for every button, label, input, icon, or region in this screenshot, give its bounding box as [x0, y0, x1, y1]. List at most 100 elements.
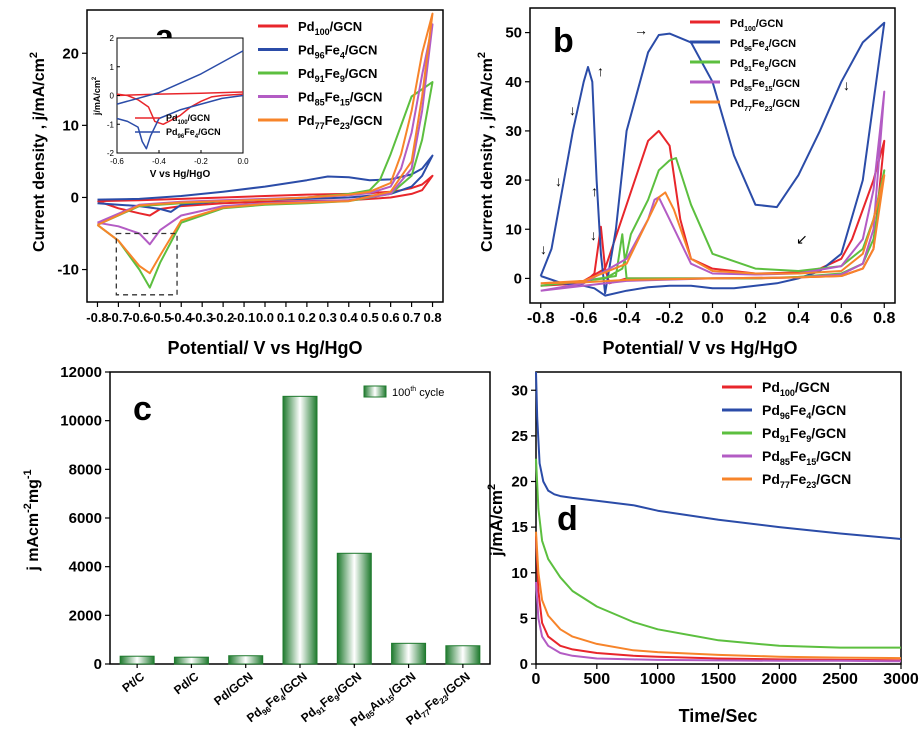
y-tick-label: 0 [514, 270, 522, 287]
label-part: 15 [765, 86, 773, 93]
inset-y-tick-label: 2 [110, 34, 115, 43]
legend-label: Pd85Fe15/GCN [298, 90, 382, 108]
zoom-region-box [115, 232, 178, 296]
label-part: 4 [340, 51, 345, 61]
inset-y-tick-label: -1 [107, 120, 115, 129]
legend-label: Pd100/GCN [730, 18, 783, 33]
label-part: th [410, 386, 416, 393]
label-part: 2 [28, 52, 40, 58]
label-part: 15 [806, 457, 816, 467]
y-tick-label: -10 [57, 262, 79, 279]
label-part: 23 [765, 106, 773, 113]
label-part: 100 [780, 388, 795, 398]
y-tick-label: 2000 [69, 607, 102, 624]
label-part: 100 [315, 27, 330, 37]
x-tick-label: 0 [532, 671, 541, 688]
legend-swatch [363, 385, 387, 398]
x-tick-label: -0.8 [527, 310, 555, 327]
label-part: Fe [752, 78, 765, 90]
bar [228, 655, 264, 665]
label-part: Pd [347, 709, 368, 729]
x-tick-label: 0.4 [340, 310, 359, 325]
label-part: /GCN [769, 58, 797, 70]
y-tick-label: 0 [520, 656, 528, 673]
series-line-a-1 [97, 154, 434, 213]
y-tick-label: 20 [62, 45, 79, 62]
label-part: 91 [780, 434, 790, 444]
label-part: Fe [325, 66, 340, 81]
inset-y-tick-label: 0 [110, 92, 115, 101]
sweep-direction-arrow: → [634, 22, 648, 38]
y-tick-label: 50 [505, 25, 522, 42]
inset-series-line-3 [116, 50, 244, 105]
inset-legend-label: Pd96Fe4/GCN [166, 127, 221, 140]
x-axis-label: Potential/ V vs Hg/HgO [167, 338, 362, 358]
bar [391, 642, 427, 665]
label-part: 96 [780, 411, 790, 421]
legend-label: Pd100/GCN [762, 379, 830, 398]
x-tick-label: 0.0 [701, 310, 723, 327]
x-tick-label: 0.0 [256, 310, 274, 325]
x-tick-label: 0.8 [423, 310, 441, 325]
x-tick-label: -0.5 [149, 310, 171, 325]
label-part: 100 [178, 120, 189, 126]
legend-label: Pd91Fe9/GCN [762, 425, 846, 444]
label-part: Pd [298, 113, 315, 128]
sweep-direction-arrow: ↓ [540, 241, 547, 257]
x-tick-label: 0.6 [830, 310, 852, 327]
label-part: 91 [744, 66, 752, 73]
label-part: mg [25, 479, 42, 503]
label-part: 2 [92, 76, 98, 80]
label-part: Pd/C [171, 669, 201, 697]
label-part: Fe [752, 98, 765, 110]
inset-series-line-2 [116, 94, 244, 150]
label-part: 96 [178, 134, 185, 140]
legend-label: Pd85Fe15/GCN [762, 448, 851, 467]
label-part: Pd [762, 471, 780, 487]
series-line-d-1 [535, 371, 902, 540]
label-part: Pd [298, 19, 315, 34]
label-part: /GCN [345, 66, 378, 81]
x-tick-label: 2000 [762, 671, 798, 688]
y-tick-label: 10 [505, 221, 522, 238]
x-tick-label: -0.4 [170, 310, 193, 325]
inset-legend-label: Pd100/GCN [166, 113, 210, 126]
label-part: /GCN [350, 90, 383, 105]
label-part: 9 [340, 74, 345, 84]
panel-label-d: d [557, 500, 578, 538]
label-part: 96 [315, 51, 325, 61]
legend-label: Pd100/GCN [298, 19, 362, 37]
label-part: 100 [744, 26, 756, 33]
label-part: j/mA/cm [487, 490, 506, 557]
inset-x-tick-label: -0.4 [152, 157, 166, 166]
x-category-label: Pd/GCN [211, 669, 255, 708]
sweep-direction-arrow: ↓ [555, 173, 562, 189]
inset-x-tick-label: -0.6 [110, 157, 124, 166]
label-part: Fe [752, 58, 765, 70]
x-tick-label: -0.1 [233, 310, 255, 325]
label-part: Pd [166, 113, 178, 123]
legend-label: Pd96Fe4/GCN [730, 38, 796, 53]
x-tick-label: -0.7 [107, 310, 129, 325]
y-axis-label: Current density , j/mA/cm2 [476, 52, 496, 252]
series-line-a-4 [96, 12, 434, 275]
label-part: Pd [762, 425, 780, 441]
y-tick-label: 0 [71, 189, 79, 206]
x-tick-label: -0.2 [656, 310, 684, 327]
label-part: Pd [166, 127, 178, 137]
inset-x-tick-label: -0.2 [194, 157, 208, 166]
label-part: 85 [315, 98, 325, 108]
label-part: Fe [790, 425, 807, 441]
y-tick-label: 30 [511, 382, 528, 399]
label-part: 4 [765, 46, 769, 53]
label-part: Pd [298, 90, 315, 105]
bar [282, 395, 318, 665]
label-part: 91 [315, 74, 325, 84]
label-part: 23 [806, 480, 816, 490]
inset-x-tick-label: 0.0 [237, 157, 249, 166]
label-part: Pd [762, 379, 780, 395]
x-tick-label: 0.2 [744, 310, 766, 327]
x-tick-label: -0.4 [613, 310, 641, 327]
label-part: Pd [403, 707, 424, 727]
label-part: 77 [315, 121, 325, 131]
